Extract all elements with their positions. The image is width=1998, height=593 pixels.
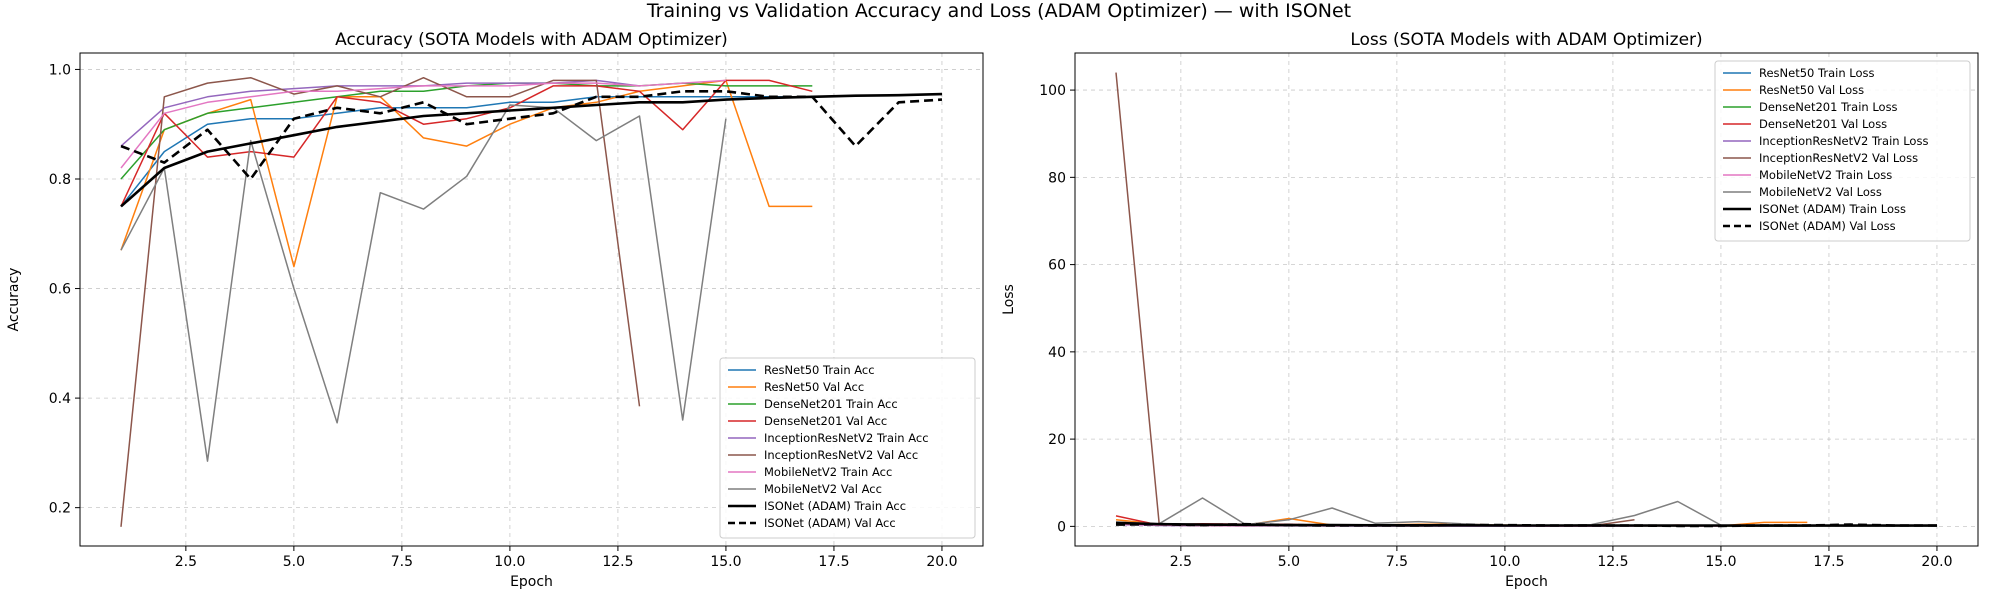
loss-chart: 2.5 5.0 7.5 10.0 12.5 15.0 17.5 20.0 0 20 40 60 80 10… [1001,30,1979,590]
loss-legend-label: MobileNetV2 Train Loss [1759,168,1892,182]
acc-legend-label: InceptionResNetV2 Val Acc [764,448,918,462]
acc-legend-label: MobileNetV2 Train Acc [764,465,892,479]
loss-ytick-label: 20 [1048,432,1066,448]
acc-chart: 2.5 5.0 7.5 10.0 12.5 15.0 17.5 20.0 0.2 0.4 0.6 0.… [6,30,984,590]
acc-series-0 [120,96,813,207]
loss-xtick-label: 10.0 [1489,554,1520,570]
loss-xtick-label: 7.5 [1386,554,1408,570]
acc-ytick-label: 1.0 [49,62,71,78]
acc-series-3 [120,79,813,207]
loss-series-9 [1115,522,1937,528]
acc-xtick-label: 12.5 [602,554,633,570]
loss-legend-label: InceptionResNetV2 Train Loss [1759,134,1928,148]
acc-axes-frame [79,52,984,547]
loss-legend-label: InceptionResNetV2 Val Loss [1759,151,1918,165]
acc-ytick-label: 0.8 [49,172,71,188]
loss-ytick-label: 60 [1048,258,1066,274]
loss-xtick-label: 17.5 [1813,554,1844,570]
acc-title: Accuracy (SOTA Models with ADAM Optimize… [335,30,728,50]
acc-series-group [120,76,943,527]
loss-legend-label: MobileNetV2 Val Loss [1759,185,1882,199]
loss-legend-label: ResNet50 Train Loss [1759,66,1875,80]
acc-legend-label: ResNet50 Train Acc [764,363,875,377]
acc-legend-label: DenseNet201 Val Acc [764,414,887,428]
acc-xlabel: Epoch [510,574,553,590]
acc-legend: ResNet50 Train Acc ResNet50 Val Acc DenseN… [719,357,976,539]
acc-legend-label: ISONet (ADAM) Train Acc [764,499,906,513]
loss-axes-frame [1074,52,1979,547]
loss-series-7 [1115,497,1722,527]
loss-legend-label: ISONet (ADAM) Train Loss [1759,202,1906,216]
acc-ytick-label: 0.4 [49,391,71,407]
acc-xtick-label: 17.5 [818,554,849,570]
acc-xtick-label: 15.0 [710,554,741,570]
loss-title: Loss (SOTA Models with ADAM Optimizer) [1350,30,1702,50]
acc-series-9 [120,90,943,181]
loss-legend-box [1714,60,1971,242]
loss-xlabel: Epoch [1505,574,1548,590]
loss-ylabel: Loss [1001,284,1017,315]
loss-ytick-label: 40 [1048,345,1066,361]
acc-xtick-label: 2.5 [175,554,197,570]
loss-xtick-label: 20.0 [1921,554,1952,570]
loss-ytick-label: 80 [1048,170,1066,186]
loss-xtick-label: 12.5 [1597,554,1628,570]
acc-series-6 [120,79,726,169]
acc-legend-label: ResNet50 Val Acc [764,380,864,394]
loss-series-5 [1115,72,1635,527]
loss-legend-label: ResNet50 Val Loss [1759,83,1864,97]
acc-xtick-label: 20.0 [926,554,957,570]
loss-ytick-label: 100 [1039,83,1066,99]
acc-legend-box [719,357,976,539]
loss-legend-label: DenseNet201 Train Loss [1759,100,1898,114]
acc-series-5 [120,76,641,527]
acc-ytick-label: 0.6 [49,282,71,298]
loss-xtick-label: 5.0 [1278,554,1300,570]
loss-series-group [1115,72,1937,528]
acc-legend-label: DenseNet201 Train Acc [764,397,898,411]
acc-ylabel: Accuracy [6,268,22,332]
loss-ytick-label: 0 [1057,519,1066,535]
loss-legend-label: ISONet (ADAM) Val Loss [1759,219,1896,233]
acc-xtick-label: 5.0 [283,554,305,570]
acc-legend-label: MobileNetV2 Val Acc [764,482,882,496]
loss-xtick-label: 2.5 [1170,554,1192,570]
acc-series-7 [120,104,727,462]
loss-xtick-label: 15.0 [1705,554,1736,570]
acc-xtick-label: 10.0 [494,554,525,570]
loss-legend: ResNet50 Train Loss ResNet50 Val Loss Dens… [1714,60,1971,242]
acc-legend-label: InceptionResNetV2 Train Acc [764,431,929,445]
acc-ytick-label: 0.2 [49,501,71,517]
loss-legend-label: DenseNet201 Val Loss [1759,117,1887,131]
figure-title: Training vs Validation Accuracy and Loss… [646,0,1352,22]
acc-xtick-label: 7.5 [391,554,413,570]
acc-legend-label: ISONet (ADAM) Val Acc [764,516,896,530]
